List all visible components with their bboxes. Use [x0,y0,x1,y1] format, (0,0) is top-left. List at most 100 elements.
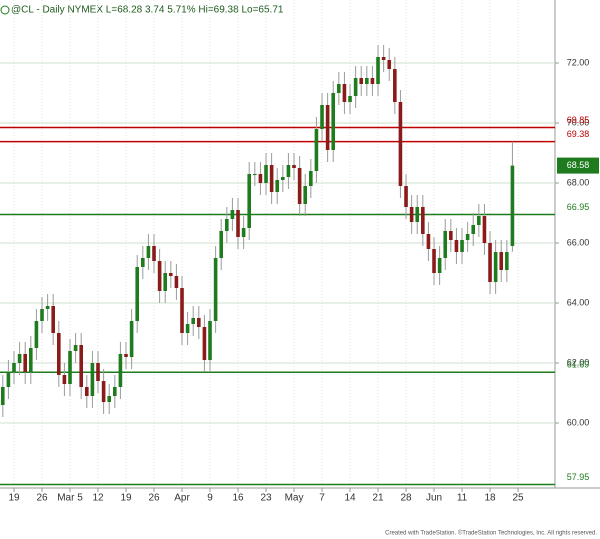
x-tick-label: 25 [512,493,524,504]
candle-body [213,258,218,321]
candle-body [85,387,89,396]
candle-body [185,324,190,333]
candle-body [281,177,285,180]
candle-body [258,174,263,183]
y-tick-label: 64.00 [567,297,590,307]
candle-body [62,375,67,384]
x-tick-label: 12 [92,493,104,504]
candle-body [264,165,268,183]
last-price-box [557,157,599,174]
candle-body [141,258,145,267]
candle-body [359,78,364,84]
candle-body [337,84,341,93]
candle-body [6,372,11,387]
candle-body [269,165,274,192]
x-tick-label: 16 [232,493,244,504]
level-label: 69.38 [567,129,590,139]
candle-body [241,228,246,237]
x-tick-label: 21 [372,493,384,504]
candle-body [449,231,453,240]
candle-body [157,261,162,291]
x-tick-label: 26 [36,493,48,504]
candle-body [1,387,5,405]
candle-body [197,318,201,327]
candle-body [107,396,112,402]
candle-body [320,105,324,129]
chart-title: @CL - Daily NYMEX L=68.28 3.74 5.71% Hi=… [11,5,284,16]
candle-body [432,249,436,273]
x-tick-label: Apr [174,493,190,504]
candle-body [135,267,140,321]
candle-body [57,333,61,375]
candle-body [180,288,184,333]
candle-body [505,252,509,270]
candle-body [398,102,403,186]
candle-body [342,84,347,102]
candle-body [286,165,291,177]
candle-body [471,225,476,234]
candle-body [393,69,397,102]
candle-body [73,345,78,351]
candle-body [387,60,392,69]
candle-body [437,258,442,273]
candle-body [247,174,252,228]
x-tick-label: 23 [260,493,272,504]
candle-body [17,354,22,363]
level-label: 69.85 [567,115,590,125]
candle-body [482,216,487,243]
candle-body [331,93,336,150]
candle-body [303,186,308,204]
candle-body [146,246,151,258]
candle-body [365,78,369,84]
candle-body [253,174,257,175]
candle-body [163,273,168,291]
candle-body [421,207,425,234]
candle-body [191,318,196,324]
candle-body [381,57,386,60]
candle-body [113,387,117,396]
candle-body [90,363,95,396]
level-label: 66.95 [567,202,590,212]
candle-body [219,231,224,258]
x-tick-label: 19 [120,493,132,504]
x-tick-label: 26 [148,493,160,504]
y-tick-label: 60.00 [567,417,590,427]
y-tick-label: 72.00 [567,57,590,67]
candle-body [404,186,408,207]
x-tick-label: Jun [426,493,442,504]
x-tick-label: 7 [319,493,325,504]
candle-body [275,180,280,192]
candle-body [292,165,296,168]
x-tick-label: 9 [207,493,213,504]
candle-body [493,252,498,282]
candle-body [34,321,39,348]
y-tick-label: 66.00 [567,237,590,247]
x-tick-label: May [285,493,304,504]
candle-body [426,234,431,249]
candle-body [477,216,481,225]
candle-body [152,246,156,261]
candle-body [230,210,235,219]
candle-body [12,363,16,372]
candle-body [45,306,50,309]
y-tick-label: 68.00 [567,177,590,187]
level-label: 57.95 [567,472,590,482]
candle-body [51,306,56,333]
candle-body [488,243,492,282]
candle-body [510,165,515,246]
candle-body [29,348,33,372]
candle-body [202,327,207,360]
candle-body [465,234,470,240]
candle-body [353,78,358,96]
x-tick-label: 11 [457,493,468,504]
y-tick-label: 62.00 [567,357,590,367]
x-tick-label: 19 [8,493,20,504]
x-tick-label: 18 [484,493,496,504]
candle-body [96,363,100,381]
candle-body [370,78,375,84]
candle-body [208,321,212,360]
candle-body [79,345,84,387]
candle-body [40,309,44,321]
candle-body [129,321,134,357]
